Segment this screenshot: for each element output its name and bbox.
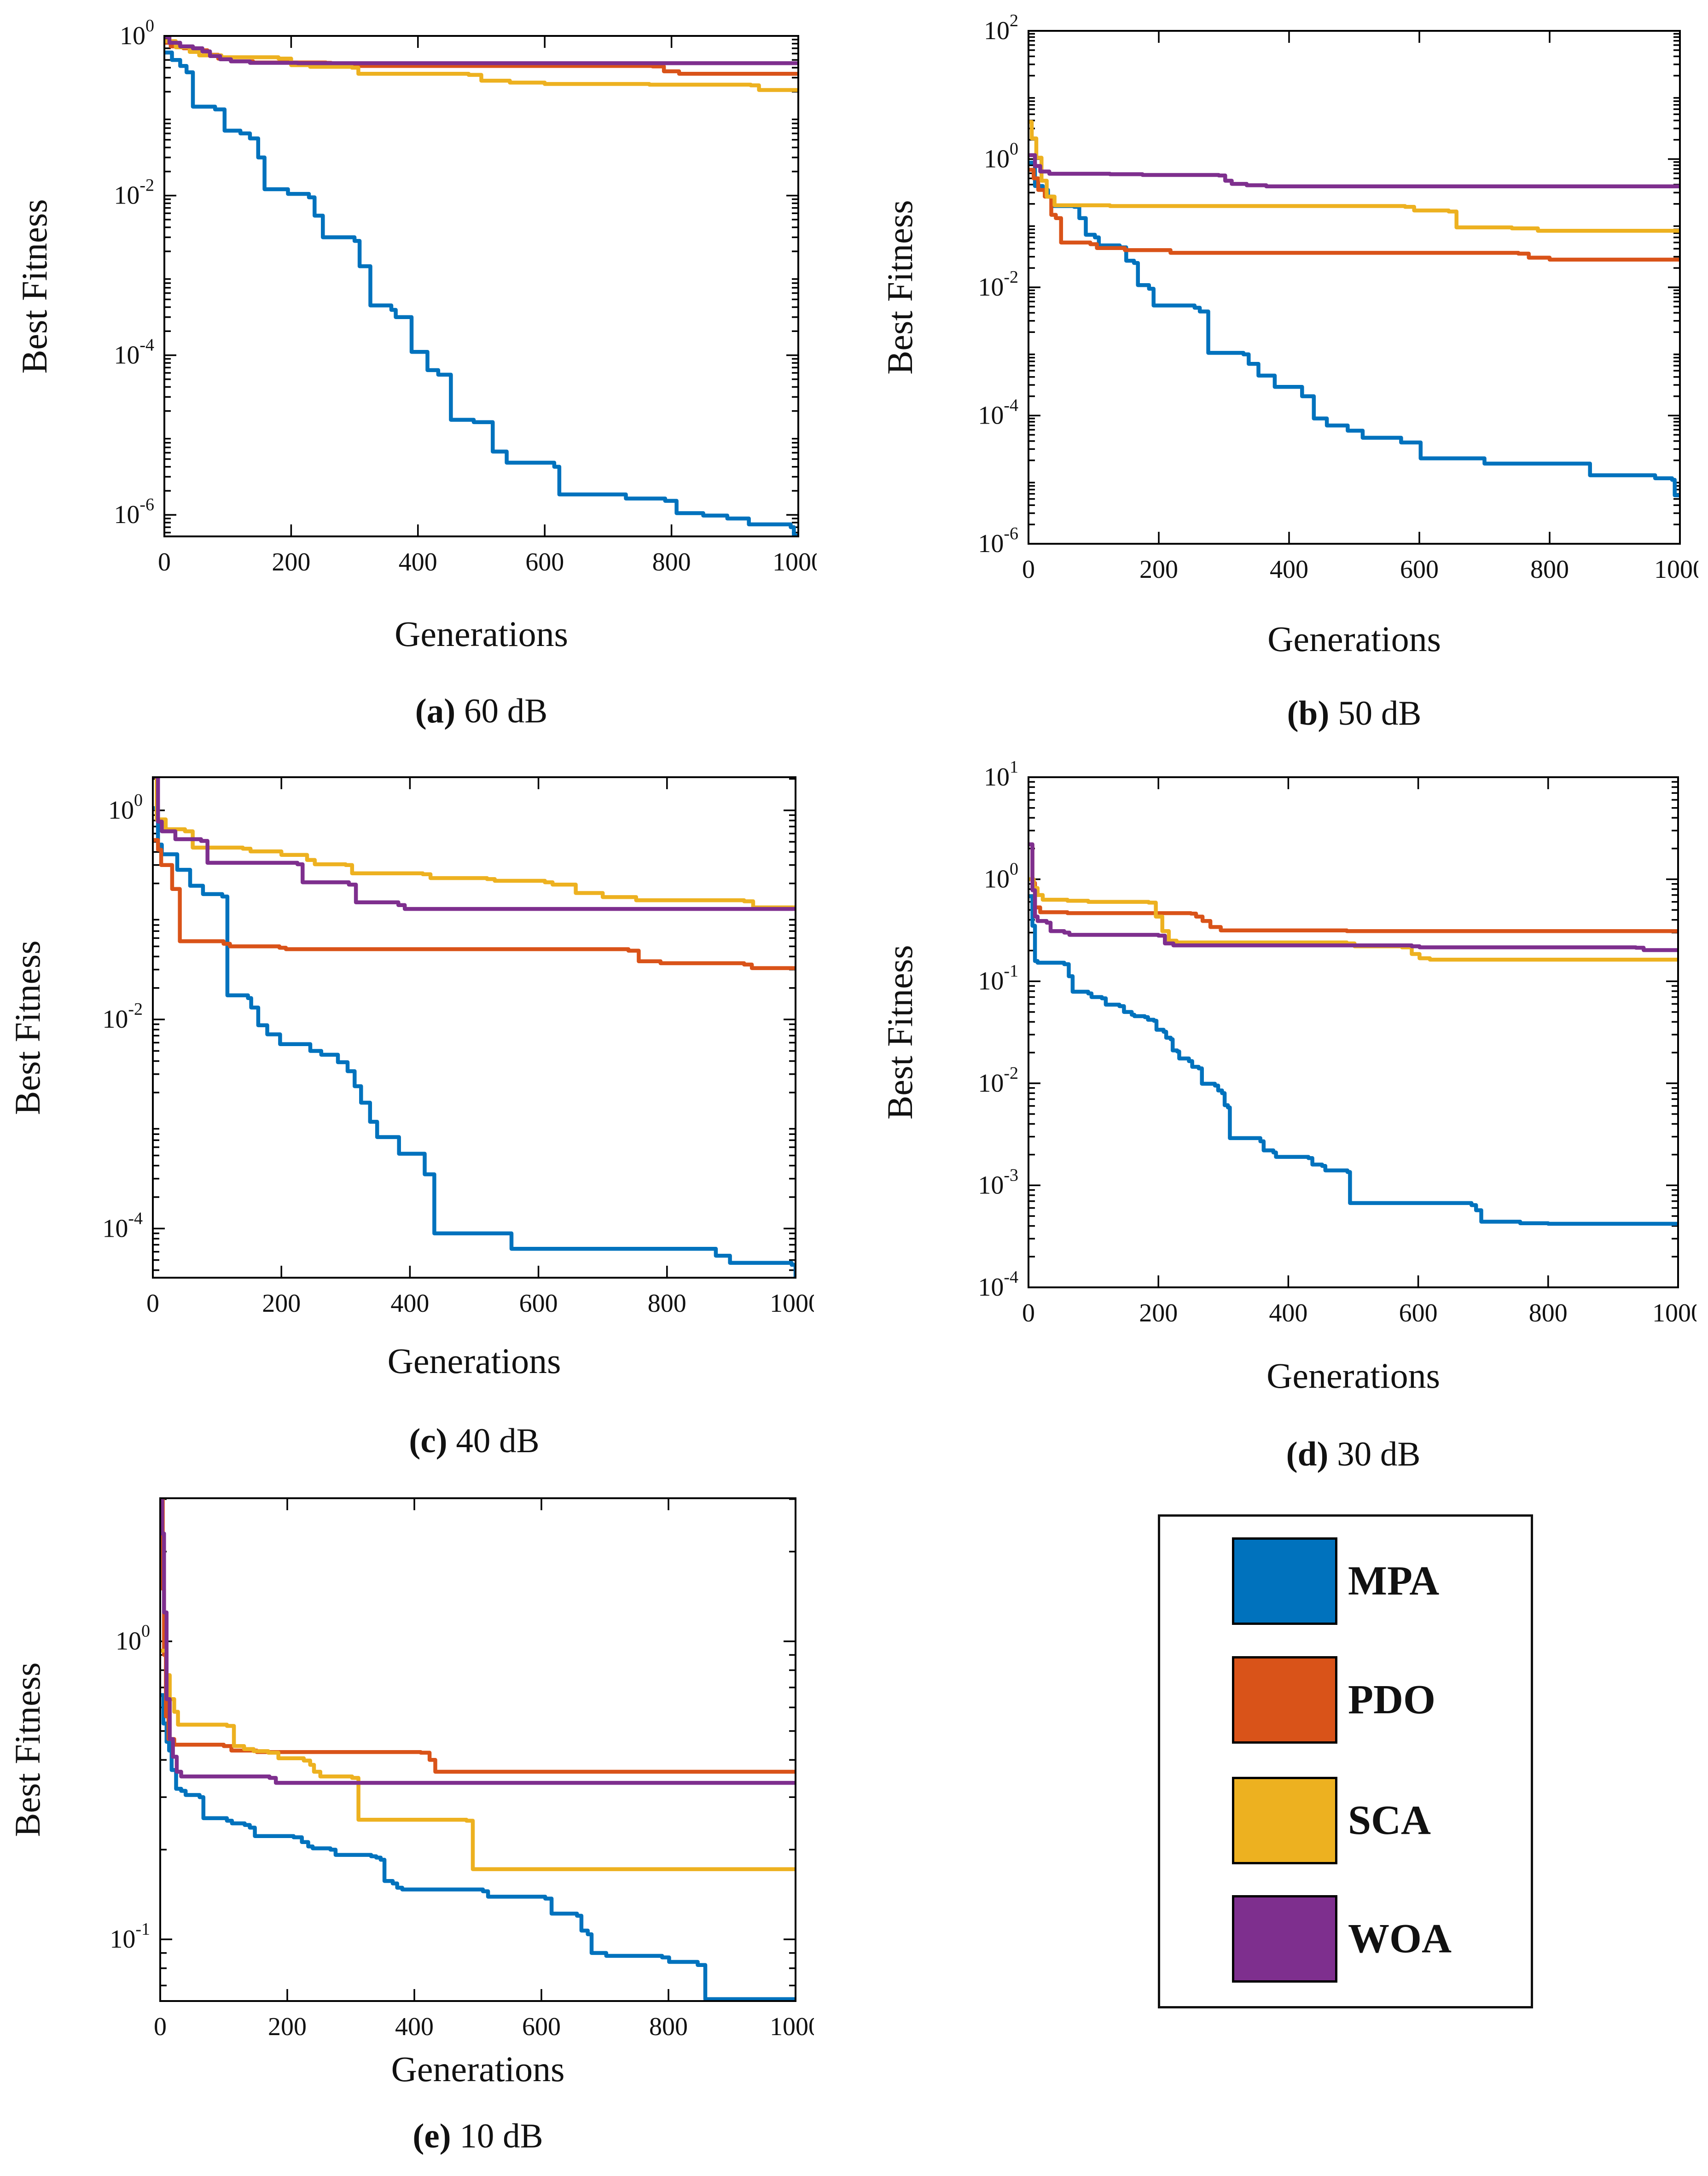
caption-b: (b) 50 dB	[1028, 692, 1680, 736]
svg-text:10-1: 10-1	[110, 1920, 150, 1954]
svg-text:10-6: 10-6	[978, 524, 1018, 558]
svg-text:102: 102	[984, 11, 1018, 45]
legend-label-pdo: PDO	[1348, 1677, 1435, 1722]
svg-text:0: 0	[154, 2013, 167, 2041]
legend-box: MPA PDO SCA WOA	[1158, 1514, 1533, 2008]
svg-text:600: 600	[522, 2013, 561, 2041]
y-axis-label-e: Best Fitness	[7, 1662, 47, 1837]
legend-item-woa: WOA	[1160, 1895, 1531, 1983]
legend-label-sca: SCA	[1348, 1798, 1431, 1843]
caption-letter-b: (b)	[1287, 694, 1330, 733]
svg-text:400: 400	[399, 548, 437, 576]
caption-text-c: 40 dB	[456, 1422, 540, 1460]
svg-text:200: 200	[1139, 1299, 1178, 1327]
legend-label-woa: WOA	[1348, 1916, 1452, 1961]
legend-item-mpa: MPA	[1160, 1537, 1531, 1625]
caption-letter-a: (a)	[415, 692, 456, 730]
svg-text:1000: 1000	[1652, 1299, 1696, 1327]
svg-text:100: 100	[116, 1622, 150, 1656]
svg-text:400: 400	[1270, 555, 1308, 584]
x-axis-label-e: Generations	[391, 2049, 565, 2089]
legend-label-mpa: MPA	[1348, 1558, 1440, 1604]
svg-text:600: 600	[519, 1289, 558, 1318]
x-axis-label-b: Generations	[1267, 619, 1441, 659]
svg-text:800: 800	[1529, 1299, 1568, 1327]
subplot-d: 10110010-110-210-310-402004006008001000 …	[880, 743, 1696, 1473]
svg-text:10-2: 10-2	[978, 1064, 1018, 1098]
svg-text:100: 100	[108, 791, 143, 825]
svg-text:0: 0	[1022, 555, 1035, 584]
svg-text:10-1: 10-1	[978, 961, 1018, 995]
svg-text:800: 800	[652, 548, 691, 576]
legend-swatch-mpa	[1232, 1537, 1337, 1625]
legend-swatch-woa	[1232, 1895, 1337, 1983]
svg-text:10-2: 10-2	[114, 176, 154, 210]
subplot-c: 100 10-2 10-4 0 200 400 600 800 1000 Best Fitnes…	[7, 743, 814, 1460]
subplot-a: 100 10-2 10-4 10-60 200 400 600 800 1000 Best Fi…	[14, 1, 817, 730]
y-axis-label-d: Best Fitness	[880, 945, 920, 1120]
y-axis-label-c: Best Fitness	[7, 940, 47, 1115]
svg-text:10-4: 10-4	[114, 335, 154, 369]
svg-text:1000: 1000	[770, 1289, 814, 1318]
caption-letter-c: (c)	[409, 1422, 447, 1460]
svg-text:400: 400	[390, 1289, 429, 1318]
subplot-e: 100 10-1 0 200 400 600 800 1000 Best Fitness Ge…	[7, 1464, 814, 2155]
plot-canvas-e: 100 10-1 0 200 400 600 800 1000	[110, 1497, 814, 2041]
svg-text:200: 200	[1139, 555, 1178, 584]
caption-c: (c) 40 dB	[153, 1419, 796, 1463]
svg-text:400: 400	[1269, 1299, 1307, 1327]
caption-d: (d) 30 dB	[1028, 1432, 1678, 1477]
svg-text:600: 600	[525, 548, 564, 576]
caption-letter-d: (d)	[1286, 1435, 1329, 1473]
svg-text:10-4: 10-4	[102, 1209, 143, 1243]
svg-text:800: 800	[648, 1289, 686, 1318]
legend-swatch-sca	[1232, 1777, 1337, 1864]
svg-text:10-2: 10-2	[102, 1000, 143, 1034]
caption-text-b: 50 dB	[1338, 694, 1422, 733]
svg-text:10-4: 10-4	[978, 396, 1018, 430]
svg-text:100: 100	[984, 140, 1018, 174]
caption-letter-e: (e)	[412, 2117, 451, 2155]
caption-text-d: 30 dB	[1337, 1435, 1421, 1473]
svg-text:100: 100	[120, 16, 154, 50]
svg-text:0: 0	[158, 548, 171, 576]
svg-text:200: 200	[268, 2013, 307, 2041]
svg-text:1000: 1000	[773, 548, 817, 576]
svg-text:1000: 1000	[770, 2013, 814, 2041]
x-axis-label-a: Generations	[395, 614, 568, 654]
svg-text:0: 0	[146, 1289, 159, 1318]
plot-canvas-b: 102 100 10-2 10-4 10-60 200 400 600 800 1000	[978, 11, 1698, 584]
caption-a: (a) 60 dB	[164, 689, 798, 733]
y-axis-label-b: Best Fitness	[880, 200, 920, 375]
svg-text:10-2: 10-2	[978, 268, 1018, 302]
svg-text:800: 800	[1530, 555, 1569, 584]
plot-canvas-c: 100 10-2 10-4 0 200 400 600 800 1000	[102, 776, 814, 1318]
svg-text:100: 100	[984, 860, 1018, 894]
svg-text:200: 200	[272, 548, 310, 576]
svg-text:200: 200	[262, 1289, 301, 1318]
caption-e: (e) 10 dB	[160, 2114, 796, 2159]
x-axis-label-d: Generations	[1266, 1356, 1440, 1396]
svg-text:800: 800	[649, 2013, 688, 2041]
svg-text:10-3: 10-3	[978, 1165, 1018, 1199]
legend-swatch-pdo	[1232, 1656, 1337, 1744]
subplot-b: 102 100 10-2 10-4 10-60 200 400 600 800 1000 Best…	[880, 0, 1698, 733]
svg-text:10-6: 10-6	[114, 495, 154, 529]
plot-canvas-a: 100 10-2 10-4 10-60 200 400 600 800 1000	[114, 16, 817, 576]
y-axis-label-a: Best Fitness	[14, 198, 54, 374]
svg-text:1000: 1000	[1654, 555, 1698, 584]
caption-text-e: 10 dB	[459, 2117, 543, 2155]
plot-canvas-d: 101 100 10-1 10-2 10-3 10-40 200 400 600 800 1000	[978, 757, 1696, 1327]
svg-text:600: 600	[1399, 1299, 1438, 1327]
legend-item-pdo: PDO	[1160, 1656, 1531, 1744]
x-axis-label-c: Generations	[387, 1341, 561, 1381]
svg-text:0: 0	[1022, 1299, 1035, 1327]
caption-text-a: 60 dB	[464, 692, 548, 730]
svg-text:10-4: 10-4	[978, 1268, 1018, 1302]
svg-text:400: 400	[395, 2013, 434, 2041]
legend-item-sca: SCA	[1160, 1777, 1531, 1864]
svg-text:101: 101	[984, 757, 1018, 791]
svg-text:600: 600	[1400, 555, 1439, 584]
